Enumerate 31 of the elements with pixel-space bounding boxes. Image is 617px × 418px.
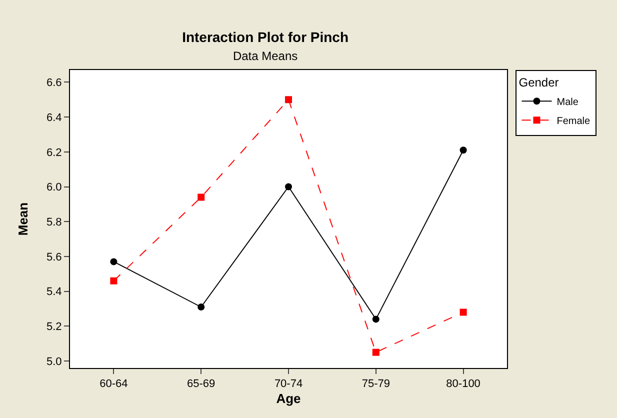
point [198, 304, 205, 311]
y-axis-title: Mean [15, 202, 30, 236]
x-tick-label: 80-100 [446, 378, 480, 390]
y-tick-label: 6.4 [46, 112, 62, 124]
legend-label: Female [556, 116, 591, 127]
x-tick-label: 75-79 [362, 378, 390, 390]
point [460, 146, 467, 154]
y-tick-label: 5.2 [46, 321, 62, 334]
point [110, 258, 118, 266]
point [285, 183, 292, 190]
x-tick-label: 60-64 [100, 378, 128, 390]
x-tick-label: 70-74 [274, 378, 303, 390]
point [372, 316, 380, 323]
point [285, 96, 292, 104]
chart-subtitle: Data Means [232, 49, 298, 63]
point [110, 277, 118, 284]
point [460, 308, 467, 316]
y-tick-label: 5.6 [46, 251, 62, 264]
y-tick-label: 6.2 [46, 146, 62, 159]
y-tick-label: 5.4 [46, 286, 62, 298]
y-tick-label: 5.8 [46, 216, 62, 228]
legend-label: Male [556, 97, 579, 108]
x-tick-label: 65-69 [187, 378, 216, 390]
point [198, 194, 205, 201]
x-axis-title: Age [276, 390, 301, 406]
legend-title: Gender [518, 76, 559, 90]
y-tick-label: 6.0 [46, 182, 62, 194]
chart-title: Interaction Plot for Pinch [182, 28, 349, 45]
point [372, 348, 380, 356]
y-tick-label: 6.6 [46, 77, 62, 90]
y-tick-label: 5.0 [46, 356, 62, 368]
